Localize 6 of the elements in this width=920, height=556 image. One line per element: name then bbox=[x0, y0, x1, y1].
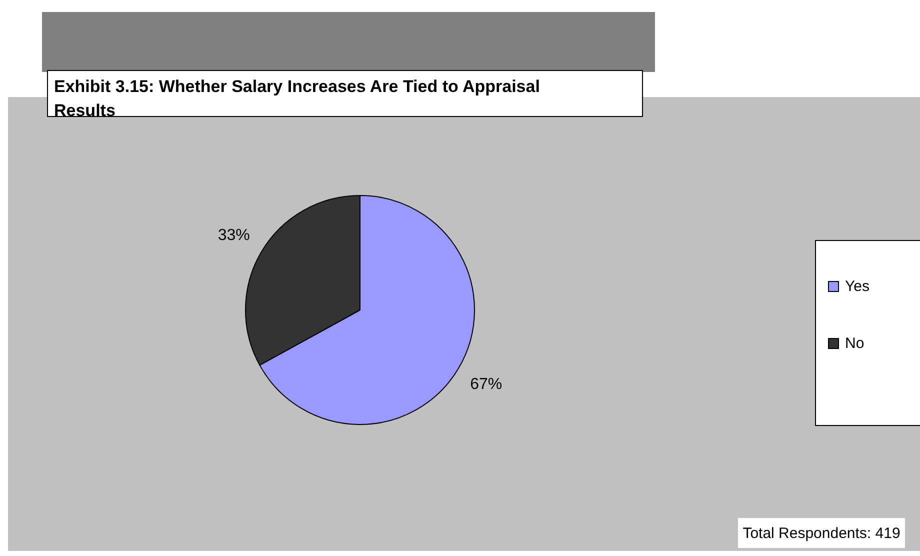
data-label: 67% bbox=[470, 376, 502, 393]
chart-title: Exhibit 3.15: Whether Salary Increases Are Tied to Appraisal Results bbox=[54, 76, 541, 122]
data-label: 33% bbox=[218, 226, 250, 244]
legend-label: No bbox=[845, 335, 864, 352]
text: Total Respondents: 419 bbox=[742, 524, 900, 542]
legend-label: Yes bbox=[845, 278, 870, 295]
